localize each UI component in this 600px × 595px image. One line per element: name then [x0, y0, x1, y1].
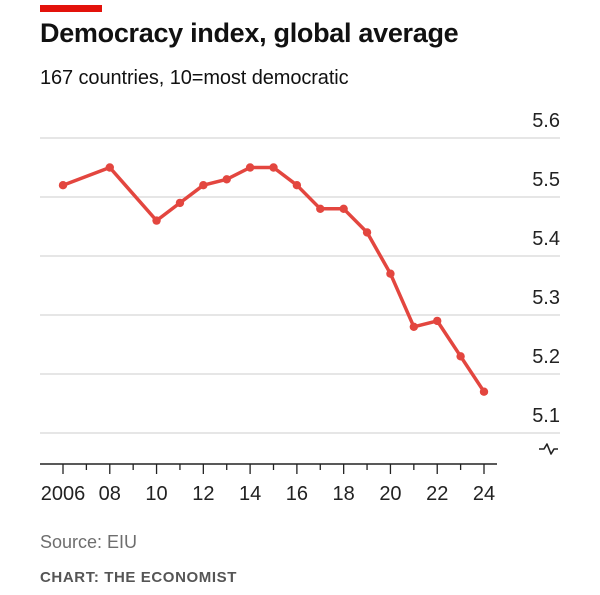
x-tick-label: 24 — [473, 483, 495, 505]
data-point — [456, 352, 465, 361]
y-tick-label: 5.1 — [532, 405, 560, 427]
data-point — [245, 163, 255, 172]
data-point — [222, 175, 231, 184]
data-point — [386, 269, 395, 278]
data-point — [409, 322, 419, 331]
y-tick-label: 5.5 — [532, 169, 560, 191]
data-point — [362, 228, 372, 237]
source-note: Source: EIU — [40, 532, 138, 552]
x-tick-label: 22 — [426, 483, 448, 505]
y-tick-label: 5.6 — [532, 110, 560, 132]
chart-title: Democracy index, global average — [40, 18, 459, 48]
data-point — [292, 181, 302, 190]
x-tick-label: 14 — [239, 483, 261, 505]
chart-subtitle: 167 countries, 10=most democratic — [40, 67, 349, 89]
data-point — [58, 181, 68, 190]
x-tick-label: 18 — [333, 483, 355, 505]
x-tick-label: 08 — [99, 483, 121, 505]
x-tick-label: 2006 — [41, 483, 86, 505]
y-tick-label: 5.3 — [532, 287, 560, 309]
data-point — [433, 316, 442, 326]
x-tick-label: 12 — [192, 483, 214, 505]
axis-break-marker — [539, 443, 558, 455]
data-point — [339, 204, 348, 213]
y-tick-label: 5.2 — [532, 346, 560, 368]
x-tick-label: 20 — [379, 483, 401, 505]
y-tick-label: 5.4 — [532, 228, 560, 250]
brand-accent-bar — [40, 5, 102, 12]
x-tick-label: 16 — [286, 483, 308, 505]
data-point — [152, 216, 161, 225]
data-point — [175, 198, 185, 208]
data-point — [199, 181, 208, 190]
x-tick-label: 10 — [145, 483, 167, 505]
data-point — [105, 163, 114, 172]
series-line — [61, 165, 486, 394]
data-point — [479, 387, 489, 396]
data-point — [316, 204, 325, 213]
data-point — [269, 163, 278, 172]
chart-credit: CHART: THE ECONOMIST — [40, 569, 237, 586]
